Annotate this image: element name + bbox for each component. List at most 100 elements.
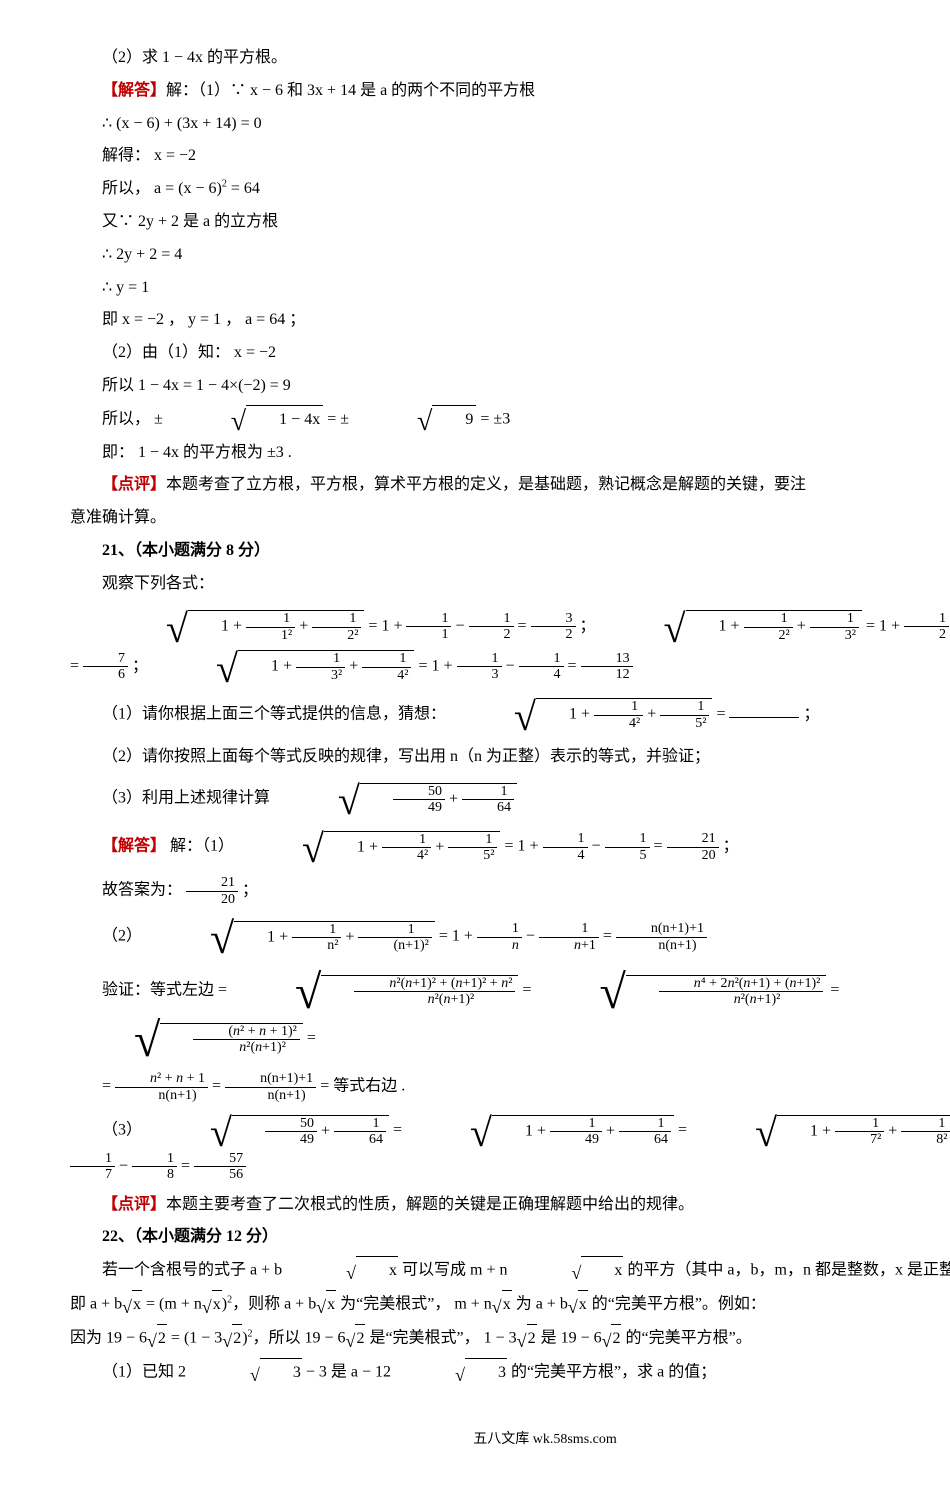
text-line: （2）求 1 − 4x 的平方根。 xyxy=(70,44,950,73)
sqrt-x: √x xyxy=(282,1256,398,1286)
text: = ±3 xyxy=(480,410,510,427)
sqrt-expr: √ 1 + 11² + 12² xyxy=(102,607,364,647)
answer-line: 【解答】 解：（1） √ 1 + 14² + 15² = 1 + 14 − 15… xyxy=(70,827,950,867)
sqrt-expr: √ n⁴ + 2n²(n+1) + (n+1)²n²(n+1)² xyxy=(535,967,826,1015)
answer-line: 【解答】解：（1）∵ x − 6 和 3x + 14 是 a 的两个不同的平方根 xyxy=(70,77,950,106)
question-heading: 22、（本小题满分 12 分） xyxy=(70,1223,950,1252)
text: （1）已知 2 xyxy=(102,1363,186,1380)
text: （3） xyxy=(102,1122,142,1139)
subquestion: （1）请你根据上面三个等式提供的信息，猜想： √ 1 + 14² + 15² =… xyxy=(70,695,950,735)
text-line: 所以， ± √1 − 4x = ± √9 = ±3 xyxy=(70,405,950,435)
comment-line: 意准确计算。 xyxy=(70,504,950,533)
text: ，则称 a + b xyxy=(232,1296,316,1313)
comment-line: 【点评】本题主要考查了二次根式的性质，解题的关键是正确理解题中给出的规律。 xyxy=(70,1191,950,1220)
sqrt-expr: √ 1 + 12² + 13² xyxy=(600,607,862,647)
text: = 64 xyxy=(227,180,260,197)
text-line: （2） √ 1 + 1n² + 1(n+1)² = 1 + 1n − 1n+1 … xyxy=(70,915,950,959)
sqrt-x: √x xyxy=(202,1290,222,1320)
sqrt-x: √x xyxy=(316,1290,336,1320)
text: 若一个含根号的式子 a + b xyxy=(102,1262,282,1279)
sqrt-2: √2 xyxy=(222,1324,242,1354)
text: − 3 是 a − 12 xyxy=(302,1363,391,1380)
page-footer: 五八文库 wk.58sms.com xyxy=(70,1427,950,1452)
text: （2） xyxy=(102,928,142,945)
text-line: 观察下列各式： xyxy=(70,570,950,599)
text-line: ∴ y = 1 xyxy=(70,274,950,303)
text: = 等式右边 . xyxy=(320,1078,405,1095)
sqrt-expr: √ 1 + 1n² + 1(n+1)² xyxy=(146,915,435,959)
text: 可以写成 m + n xyxy=(398,1262,507,1279)
subquestion: （2）请你按照上面每个等式反映的规律，写出用 n（n 为正整）表示的等式，并验证… xyxy=(70,743,950,772)
sqrt-expr: √1 − 4x xyxy=(167,405,323,435)
sqrt-expr: √ n²(n+1)² + (n+1)² + n²n²(n+1)² xyxy=(231,967,518,1015)
text: （1）请你根据上面三个等式提供的信息，猜想： xyxy=(102,705,446,722)
text: = xyxy=(716,705,729,722)
sqrt-expr: √9 xyxy=(353,405,476,435)
text-line: 即 a + b√x = (m + n√x)2，则称 a + b√x 为“完美根式… xyxy=(70,1290,950,1320)
sqrt-x: √x xyxy=(508,1256,624,1286)
text-line: 解得： x = −2 xyxy=(70,142,950,171)
text-line: 若一个含根号的式子 a + b√x 可以写成 m + n√x 的平方（其中 a，… xyxy=(70,1256,950,1286)
comment-label: 【点评】 xyxy=(102,476,166,493)
text: 为“完美根式”， m + n xyxy=(336,1296,492,1313)
text-line: 故答案为： 2120 ； xyxy=(70,875,950,907)
text-line: 又∵ 2y + 2 是 a 的立方根 xyxy=(70,208,950,237)
text-line: 所以， a = (x − 6)2 = 64 xyxy=(70,175,950,204)
text: 验证：等式左边 = xyxy=(102,982,231,999)
sqrt-3: √3 xyxy=(186,1358,302,1388)
sqrt-expr: √ (n² + n + 1)²n²(n+1)² xyxy=(70,1015,303,1063)
text-line: （2）由（1）知： x = −2 xyxy=(70,339,950,368)
text-line: 因为 19 − 6√2 = (1 − 3√2)2，所以 19 − 6√2 是“完… xyxy=(70,1324,950,1354)
sqrt-2: √2 xyxy=(346,1324,366,1354)
sqrt-expr: √ 5049 + 164 xyxy=(146,1111,389,1151)
text: 所以， ± xyxy=(102,410,163,427)
text: 解：（1） xyxy=(170,838,234,855)
text: ； xyxy=(723,838,739,855)
sqrt-2: √2 xyxy=(602,1324,622,1354)
sqrt-expr: √ 1 + 17² + 18² xyxy=(691,1111,950,1151)
text: 为 a + b xyxy=(512,1296,568,1313)
sqrt-expr: √ 1 + 13² + 14² xyxy=(152,647,414,687)
sqrt-expr: √ 1 + 14² + 15² xyxy=(450,695,712,735)
text-line: ∴ 2y + 2 = 4 xyxy=(70,241,950,270)
text: = ± xyxy=(327,410,349,427)
text: （3）利用上述规律计算 xyxy=(102,790,270,807)
text-line: 验证：等式左边 = √ n²(n+1)² + (n+1)² + n²n²(n+1… xyxy=(70,967,950,1063)
text-line: 即 x = −2 ， y = 1 ， a = 64 ； xyxy=(70,306,950,335)
answer-label: 【解答】 xyxy=(102,82,166,99)
text: 的平方（其中 a，b，m，n 都是整数，x 是正整数）， xyxy=(623,1262,950,1279)
text-line: = n² + n + 1n(n+1) = n(n+1)+1n(n+1) = 等式… xyxy=(70,1071,950,1103)
answer-label: 【解答】 xyxy=(102,838,166,855)
text: 即 a + b xyxy=(70,1296,122,1313)
comment-label: 【点评】 xyxy=(102,1196,166,1213)
sqrt-expr: √ 5049 + 164 xyxy=(274,779,517,819)
text-line: ∴ (x − 6) + (3x + 14) = 0 xyxy=(70,110,950,139)
answer-body: 解：（1）∵ x − 6 和 3x + 14 是 a 的两个不同的平方根 xyxy=(166,82,535,99)
sqrt-x: √x xyxy=(122,1290,142,1320)
equation-row: √ 1 + 11² + 12² = 1 + 11 − 12 = 32 ； √ 1… xyxy=(70,607,950,687)
subquestion: （3）利用上述规律计算 √ 5049 + 164 xyxy=(70,779,950,819)
text: 的“完美平方根”，求 a 的值； xyxy=(507,1363,716,1380)
text: ； xyxy=(803,705,819,722)
text-line: 所以 1 − 4x = 1 − 4×(−2) = 9 xyxy=(70,372,950,401)
text: 所以， a = (x − 6) xyxy=(102,180,222,197)
comment-line: 【点评】本题考查了立方根，平方根，算术平方根的定义，是基础题，熟记概念是解题的关… xyxy=(70,471,950,500)
sqrt-expr: √ 1 + 14² + 15² xyxy=(238,827,500,867)
subquestion: （1）已知 2√3 − 3 是 a − 12√3 的“完美平方根”，求 a 的值… xyxy=(70,1358,950,1388)
sqrt-3: √3 xyxy=(391,1358,507,1388)
sqrt-2: √2 xyxy=(517,1324,537,1354)
comment-body: 本题考查了立方根，平方根，算术平方根的定义，是基础题，熟记概念是解题的关键，要注 xyxy=(166,476,806,493)
sqrt-expr: √ 1 + 149 + 164 xyxy=(406,1111,674,1151)
question-heading: 21、（本小题满分 8 分） xyxy=(70,537,950,566)
fill-blank[interactable] xyxy=(729,701,799,718)
text-line: （3） √ 5049 + 164 = √ 1 + 149 + 164 = √ 1… xyxy=(70,1111,950,1183)
text: ； xyxy=(242,882,258,899)
text: 的“完美平方根”。例如： xyxy=(588,1296,766,1313)
text: 故答案为： xyxy=(102,882,182,899)
sqrt-x: √x xyxy=(568,1290,588,1320)
text-line: 即： 1 − 4x 的平方根为 ±3 . xyxy=(70,439,950,468)
comment-body: 本题主要考查了二次根式的性质，解题的关键是正确理解题中给出的规律。 xyxy=(166,1196,694,1213)
sqrt-2: √2 xyxy=(147,1324,167,1354)
text: = (m + n xyxy=(142,1296,202,1313)
sqrt-x: √x xyxy=(492,1290,512,1320)
